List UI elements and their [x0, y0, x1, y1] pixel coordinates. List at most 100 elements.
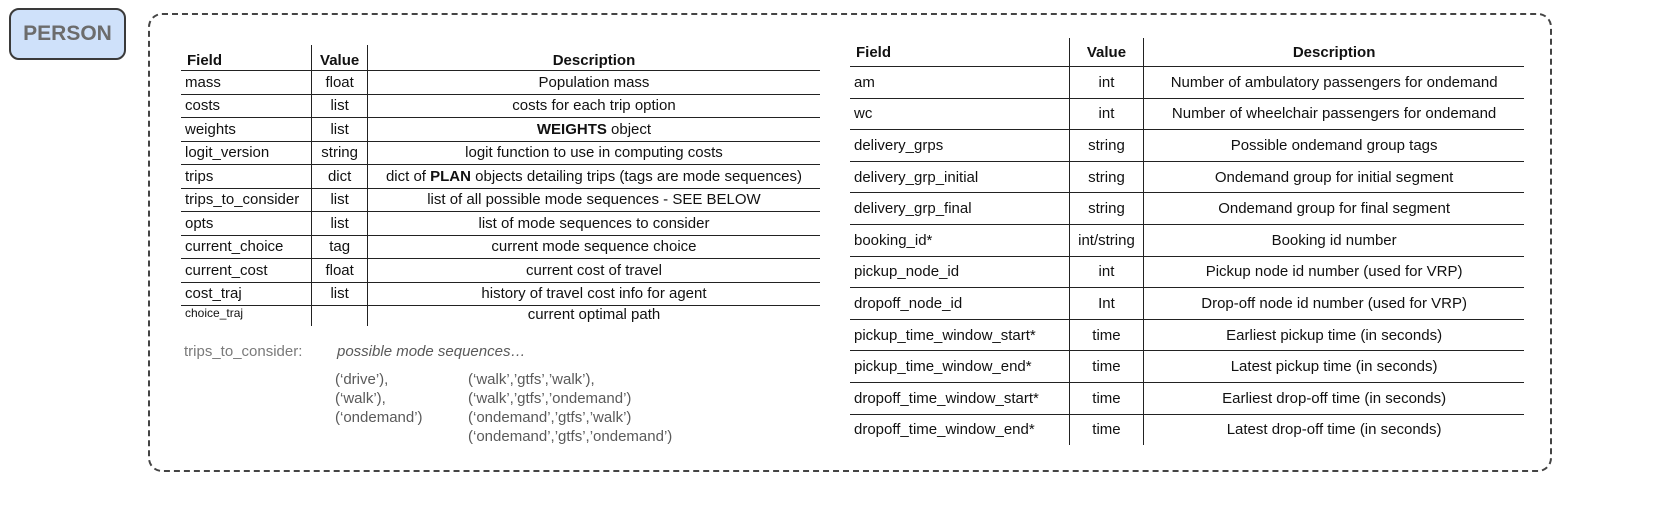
field-cell: booking_id* [850, 223, 1070, 257]
header-field: Field [187, 52, 223, 69]
field-cell: mass [181, 70, 312, 94]
description-cell: Possible ondemand group tags [1143, 129, 1524, 162]
header-field: Field [856, 43, 892, 61]
description-cell: costs for each trip option [366, 93, 820, 118]
description-cell: history of travel cost info for agent [366, 281, 820, 306]
description-cell: Population mass [366, 70, 820, 94]
description-cell: Drop-off node id number (used for VRP) [1143, 287, 1524, 320]
description-text: current mode sequence choice [491, 238, 697, 256]
value-cell: time [1068, 350, 1144, 383]
mode-sequence-column-multi: (‘walk’,’gtfs’,’walk’), (‘walk’,’gtfs’,’o… [468, 370, 672, 446]
field-cell: pickup_time_window_start* [850, 318, 1070, 351]
table-row: weights list WEIGHTS object [181, 117, 820, 141]
table-row: trips_to_consider list list of all possibl… [181, 187, 820, 212]
table-header-row: Field Value Description [850, 38, 1524, 67]
description-cell: Ondemand group for final segment [1143, 192, 1524, 225]
table-row: cost_traj list history of travel cost info… [181, 281, 820, 306]
description-cell: list of mode sequences to consider [366, 211, 820, 235]
field-cell: weights [181, 117, 312, 141]
field-cell: current_choice [181, 234, 312, 259]
field-cell: dropoff_node_id [850, 287, 1070, 320]
description-cell: Latest drop-off time (in seconds) [1143, 413, 1524, 446]
description-cell: current optimal path [366, 305, 820, 326]
field-cell: delivery_grp_initial [850, 160, 1070, 193]
table-row: delivery_grp_initial string Ondemand group… [850, 160, 1524, 193]
description-text: dict of [385, 167, 431, 185]
description-text: current optimal path [527, 306, 661, 323]
description-cell: Booking id number [1143, 223, 1524, 257]
mode-sequence: (‘walk’,’gtfs’,’walk’), [468, 371, 595, 388]
description-text: costs for each trip option [512, 97, 676, 115]
mode-sequence: (‘ondemand’,’gtfs’,’walk’) [468, 409, 632, 426]
person-label-box: PERSON [9, 8, 126, 60]
table-row: current_choice tag current mode sequence c… [181, 234, 820, 259]
description-text: Population mass [538, 73, 650, 91]
field-cell: pickup_node_id [850, 255, 1070, 288]
table-row: delivery_grps string Possible ondemand gro… [850, 129, 1524, 162]
value-cell: int [1068, 255, 1144, 288]
value-cell: list [311, 117, 368, 141]
header-value: Value [1068, 38, 1144, 67]
field-cell: cost_traj [181, 281, 312, 306]
mode-sequence: (‘ondemand’) [335, 409, 423, 426]
description-text-suffix: object [606, 120, 652, 138]
value-cell: time [1068, 318, 1144, 351]
value-cell: Int [1068, 287, 1144, 320]
field-cell: wc [850, 97, 1070, 130]
mode-sequence: (‘drive’), [335, 371, 389, 388]
table-row: pickup_time_window_end* time Latest pickup… [850, 350, 1524, 383]
table-row: wc int Number of wheelchair passengers for… [850, 97, 1524, 130]
header-description: Description [1143, 38, 1524, 67]
description-text: logit function to use in computing costs [465, 144, 723, 162]
description-cell: Pickup node id number (used for VRP) [1143, 255, 1524, 288]
description-object-name: PLAN [430, 167, 471, 185]
description-cell: WEIGHTS object [366, 117, 820, 141]
value-cell: string [1068, 129, 1144, 162]
description-cell: Earliest drop-off time (in seconds) [1143, 381, 1524, 415]
description-cell: current mode sequence choice [366, 234, 820, 259]
table-row: delivery_grp_final string Ondemand group f… [850, 192, 1524, 225]
table-row: pickup_time_window_start* time Earliest pi… [850, 318, 1524, 351]
field-cell: trips_to_consider [181, 187, 312, 212]
description-cell: dict of PLAN objects detailing trips (ta… [366, 164, 820, 188]
field-cell: dropoff_time_window_end* [850, 413, 1070, 446]
field-cell: choice_traj [181, 305, 312, 326]
table-row: mass float Population mass [181, 70, 820, 94]
value-cell: string [1068, 160, 1144, 193]
field-cell: delivery_grps [850, 129, 1070, 162]
trips-to-consider-subtitle: possible mode sequences… [337, 343, 526, 360]
value-cell: int/string [1068, 223, 1144, 257]
table-row: costs list costs for each trip option [181, 93, 820, 118]
value-cell: tag [311, 234, 368, 259]
description-text: list of all possible mode sequences - SE… [427, 191, 761, 209]
mode-sequence-column-single: (‘drive’), (‘walk’), (‘ondemand’) [335, 370, 423, 427]
description-text-suffix: objects detailing trips (tags are mode s… [470, 167, 802, 185]
value-cell: dict [311, 164, 368, 188]
table-header-row: Field Value Description [181, 45, 820, 71]
value-cell: time [1068, 413, 1144, 446]
table-row: trips dict dict of PLAN objects detailing … [181, 164, 820, 188]
field-cell: logit_version [181, 140, 312, 165]
value-cell: list [311, 281, 368, 306]
field-cell: opts [181, 211, 312, 235]
value-cell: int [1068, 66, 1144, 99]
description-cell: Number of wheelchair passengers for onde… [1143, 97, 1524, 130]
table-row: opts list list of mode sequences to consid… [181, 211, 820, 235]
mode-sequence: (‘walk’), [335, 390, 386, 407]
table-row: dropoff_time_window_end* time Latest drop-… [850, 413, 1524, 446]
description-text: list of mode sequences to consider [478, 214, 710, 232]
description-cell: Ondemand group for initial segment [1143, 160, 1524, 193]
field-cell: am [850, 66, 1070, 99]
table-row: pickup_node_id int Pickup node id number (… [850, 255, 1524, 288]
description-text: current cost of travel [526, 261, 662, 279]
field-cell: costs [181, 93, 312, 118]
right-attributes-table: Field Value Description am int Number of a… [850, 38, 1524, 446]
value-cell: time [1068, 381, 1144, 415]
value-cell: int [1068, 97, 1144, 130]
value-cell: float [311, 70, 368, 94]
value-cell [311, 305, 368, 326]
table-row: logit_version string logit function to use… [181, 140, 820, 165]
left-attributes-table: Field Value Description mass float Populat… [181, 45, 820, 326]
description-cell: Latest pickup time (in seconds) [1143, 350, 1524, 383]
table-row: choice_traj current optimal path [181, 305, 820, 326]
